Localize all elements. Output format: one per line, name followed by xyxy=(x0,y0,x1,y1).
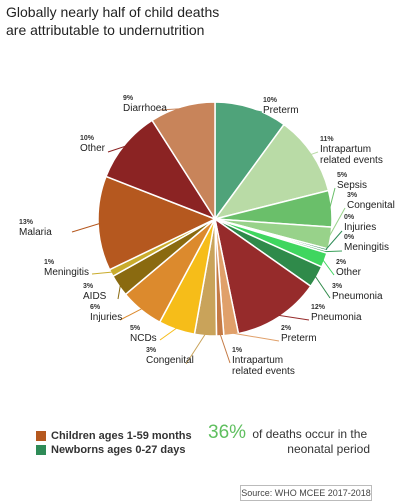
leader-line xyxy=(92,272,113,274)
slice-percent-label: 0% xyxy=(344,234,355,241)
slice-name-label: NCDs xyxy=(130,333,157,344)
slice-name-label: Congenital xyxy=(146,355,194,366)
legend: Children ages 1-59 months Newborns ages … xyxy=(36,429,192,457)
slice-percent-label: 1% xyxy=(232,347,243,354)
slice-name-label: Malaria xyxy=(19,227,52,238)
slice-percent-label: 10% xyxy=(263,97,278,104)
stat-line-1: of deaths occur in the xyxy=(252,427,367,441)
leader-line xyxy=(120,308,143,320)
stat-percent: 36% xyxy=(208,422,246,443)
slice-percent-label: 3% xyxy=(347,192,358,199)
leader-line xyxy=(325,251,342,252)
slice-percent-label: 11% xyxy=(320,136,334,143)
slice-name-label: related events xyxy=(232,366,295,377)
leader-line xyxy=(323,260,334,276)
legend-label-newborns: Newborns ages 0-27 days xyxy=(51,444,186,456)
slice-percent-label: 5% xyxy=(130,325,141,332)
legend-swatch-newborns xyxy=(36,445,46,455)
slice-name-label: AIDS xyxy=(83,291,107,302)
slice-percent-label: 5% xyxy=(337,172,348,179)
slice-percent-label: 2% xyxy=(336,259,347,266)
slice-name-label: Pneumonia xyxy=(332,291,383,302)
slice-percent-label: 10% xyxy=(80,135,95,142)
slice-percent-label: 1% xyxy=(44,259,55,266)
slice-name-label: Congenital xyxy=(347,200,395,211)
slice-name-label: Pneumonia xyxy=(311,312,362,323)
leader-line xyxy=(72,223,100,232)
neonatal-stat: 36% of deaths occur in the neonatal peri… xyxy=(208,425,388,457)
slice-percent-label: 12% xyxy=(311,304,326,311)
legend-label-children: Children ages 1-59 months xyxy=(51,430,192,442)
slice-name-label: Preterm xyxy=(263,105,299,116)
slice-percent-label: 0% xyxy=(344,214,355,221)
leader-line xyxy=(315,276,330,298)
slice-name-label: Intrapartum xyxy=(232,355,283,366)
stat-line-2: neonatal period xyxy=(208,442,388,457)
slice-percent-label: 3% xyxy=(146,347,157,354)
slice-percent-label: 2% xyxy=(281,325,292,332)
slice-percent-label: 3% xyxy=(83,283,94,290)
slice-percent-label: 9% xyxy=(123,95,134,102)
slice-name-label: Injuries xyxy=(344,222,376,233)
legend-item-children: Children ages 1-59 months xyxy=(36,429,192,443)
slice-name-label: Meningitis xyxy=(344,242,389,253)
slice-percent-label: 3% xyxy=(332,283,343,290)
legend-swatch-children xyxy=(36,431,46,441)
slice-name-label: Sepsis xyxy=(337,180,367,191)
legend-item-newborns: Newborns ages 0-27 days xyxy=(36,443,192,457)
slice-name-label: Preterm xyxy=(281,333,317,344)
slice-name-label: Other xyxy=(336,267,362,278)
leader-line xyxy=(220,334,230,363)
slice-name-label: related events xyxy=(320,155,383,166)
slice-name-label: Injuries xyxy=(90,312,122,323)
slice-percent-label: 6% xyxy=(90,304,101,311)
leader-line xyxy=(278,315,309,320)
leader-line xyxy=(160,328,177,340)
source-note: Source: WHO MCEE 2017-2018 xyxy=(240,485,372,501)
slice-percent-label: 13% xyxy=(19,219,34,226)
slice-name-label: Intrapartum xyxy=(320,144,371,155)
slice-name-label: Meningitis xyxy=(44,267,89,278)
slice-name-label: Other xyxy=(80,143,106,154)
slice-name-label: Diarrhoea xyxy=(123,103,167,114)
leader-line xyxy=(231,333,279,341)
